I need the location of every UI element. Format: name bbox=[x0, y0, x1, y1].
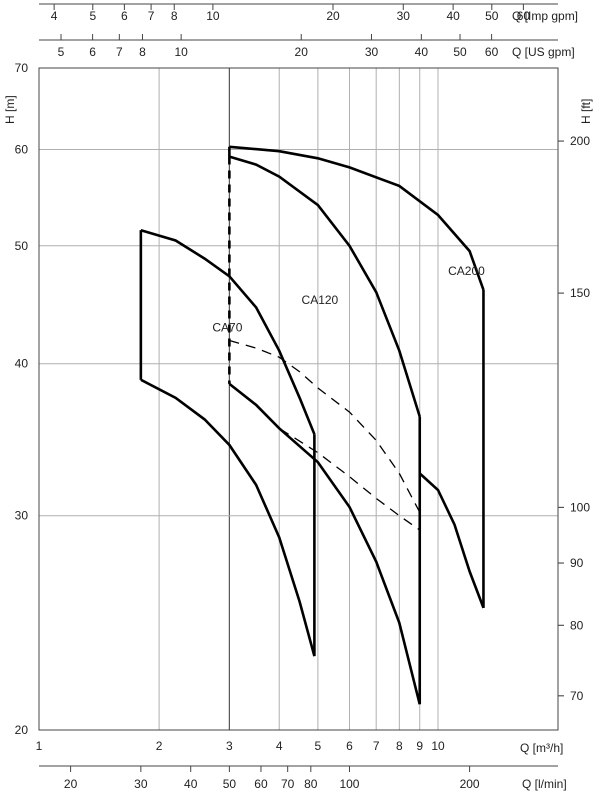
usgpm-tick-10: 10 bbox=[174, 45, 188, 59]
usgpm-tick-5: 5 bbox=[58, 45, 65, 59]
x-tick-10: 10 bbox=[431, 739, 445, 753]
y2-tick-90: 90 bbox=[570, 556, 584, 570]
y-tick-20: 20 bbox=[15, 723, 29, 737]
impgpm-tick-20: 20 bbox=[326, 9, 340, 23]
impgpm-tick-50: 50 bbox=[485, 9, 499, 23]
ca120-label: CA120 bbox=[302, 293, 339, 307]
ca70-upper-curve bbox=[140, 228, 316, 435]
impgpm-tick-6: 6 bbox=[121, 9, 128, 23]
plot-frame bbox=[38, 67, 559, 731]
lmin-tick-40: 40 bbox=[184, 777, 198, 791]
x-tick-1: 1 bbox=[36, 739, 43, 753]
y2-tick-150: 150 bbox=[570, 286, 590, 300]
series-labels: CA70 CA120 CA200 bbox=[212, 264, 485, 335]
lmin-tick-200: 200 bbox=[460, 777, 480, 791]
x-tick-3: 3 bbox=[226, 739, 233, 753]
impgpm-tick-7: 7 bbox=[148, 9, 155, 23]
y-tick-30: 30 bbox=[15, 509, 29, 523]
y-tick-60: 60 bbox=[15, 142, 29, 156]
x-axis-label: Q [m³/h] bbox=[520, 741, 563, 755]
lmin-tick-20: 20 bbox=[64, 777, 78, 791]
tick-labels: 1 2 3 4 5 6 7 8 9 1020304050607070809010015020020… bbox=[15, 9, 591, 791]
usgpm-tick-50: 50 bbox=[453, 45, 467, 59]
impgpm-tick-30: 30 bbox=[397, 9, 411, 23]
y2-tick-200: 200 bbox=[570, 134, 590, 148]
y2-axis-label: H [ft] bbox=[579, 99, 593, 124]
x-tick-7: 7 bbox=[373, 739, 380, 753]
top-us-axis-label: Q [US gpm] bbox=[512, 45, 575, 59]
lmin-tick-30: 30 bbox=[134, 777, 148, 791]
ca70-dashed-curve bbox=[229, 339, 421, 513]
top-imp-axis-label: Q [Imp gpm] bbox=[512, 9, 578, 23]
axes bbox=[38, 3, 564, 772]
usgpm-tick-40: 40 bbox=[415, 45, 429, 59]
impgpm-tick-60: 60 bbox=[517, 9, 531, 23]
usgpm-tick-20: 20 bbox=[295, 45, 309, 59]
x-tick-6: 6 bbox=[346, 739, 353, 753]
bottom-lmin-axis-label: Q [l/min] bbox=[522, 777, 567, 791]
ca120-dashed-curve bbox=[228, 383, 421, 531]
ca70-label: CA70 bbox=[212, 321, 242, 335]
x-tick-8: 8 bbox=[396, 739, 403, 753]
impgpm-tick-40: 40 bbox=[446, 9, 460, 23]
lmin-tick-100: 100 bbox=[339, 777, 359, 791]
ca120-upper-curve bbox=[229, 155, 421, 417]
usgpm-tick-8: 8 bbox=[139, 45, 146, 59]
curves bbox=[139, 145, 485, 705]
impgpm-tick-8: 8 bbox=[171, 9, 178, 23]
ca70-lower-curve bbox=[140, 378, 316, 657]
y-tick-70: 70 bbox=[15, 61, 29, 75]
y-axis-label: H [m] bbox=[3, 95, 17, 124]
usgpm-tick-7: 7 bbox=[116, 45, 123, 59]
lmin-tick-60: 60 bbox=[254, 777, 268, 791]
lmin-tick-70: 70 bbox=[281, 777, 295, 791]
impgpm-tick-5: 5 bbox=[89, 9, 96, 23]
y-tick-50: 50 bbox=[15, 239, 29, 253]
ca200-label: CA200 bbox=[448, 264, 485, 278]
usgpm-tick-6: 6 bbox=[89, 45, 96, 59]
x-tick-4: 4 bbox=[276, 739, 283, 753]
ca200-lower-curve bbox=[418, 472, 485, 609]
y-tick-40: 40 bbox=[15, 357, 29, 371]
usgpm-tick-30: 30 bbox=[365, 45, 379, 59]
grid bbox=[39, 67, 558, 731]
usgpm-tick-60: 60 bbox=[485, 45, 499, 59]
y2-tick-80: 80 bbox=[570, 618, 584, 632]
lmin-tick-50: 50 bbox=[223, 777, 237, 791]
lmin-tick-80: 80 bbox=[304, 777, 318, 791]
x-tick-5: 5 bbox=[315, 739, 322, 753]
ca200-upper-curve bbox=[229, 145, 485, 291]
x-tick-2: 2 bbox=[156, 739, 163, 753]
x-tick-9: 9 bbox=[416, 739, 423, 753]
y2-tick-70: 70 bbox=[570, 689, 584, 703]
ca120-lower-curve bbox=[228, 382, 421, 705]
impgpm-tick-10: 10 bbox=[206, 9, 220, 23]
impgpm-tick-4: 4 bbox=[51, 9, 58, 23]
y2-tick-100: 100 bbox=[570, 500, 590, 514]
